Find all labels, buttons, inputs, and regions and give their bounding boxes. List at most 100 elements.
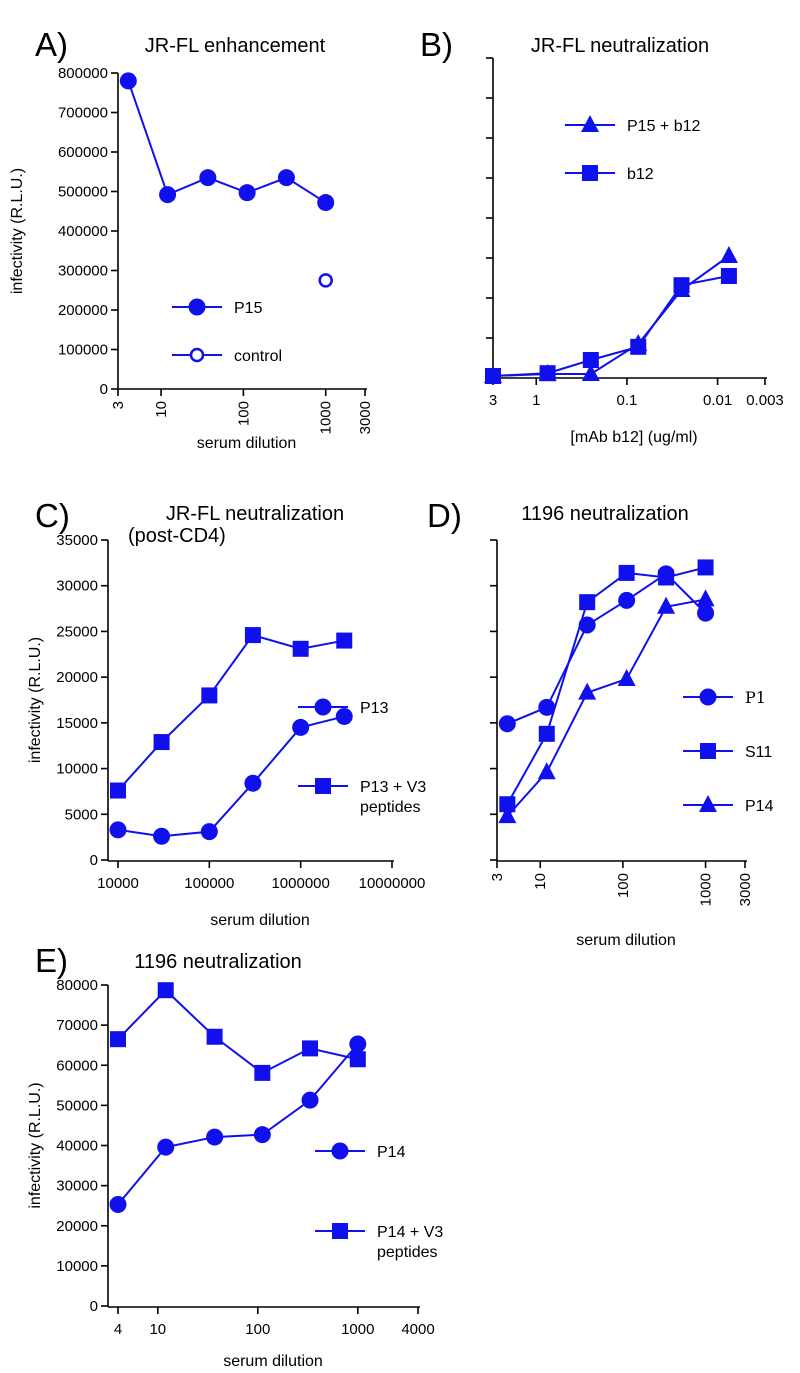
data-point — [238, 184, 256, 202]
data-point — [697, 559, 714, 576]
x-axis-label: serum dilution — [576, 932, 676, 949]
panel-e: E) 1196 neutralization 0 10000 20000 30000 400… — [27, 942, 443, 1370]
legend-label: P14 — [745, 798, 774, 815]
x-tick-label: 3 — [489, 392, 497, 409]
x-axis-label: [mAb b12] (ug/ml) — [570, 429, 697, 446]
data-point — [498, 715, 516, 733]
y-axis-label: infectivity (R.L.U.) — [27, 637, 44, 763]
series-line — [492, 255, 730, 377]
series-line — [117, 988, 359, 1075]
legend-marker — [700, 743, 716, 759]
legend-label: control — [234, 348, 282, 365]
data-point — [318, 273, 333, 288]
data-point — [157, 982, 174, 999]
y-tick-label: 50000 — [56, 1097, 98, 1114]
x-tick-label: 10000000 — [359, 875, 426, 892]
legend-marker — [332, 1223, 348, 1239]
data-point — [244, 627, 261, 644]
data-point — [302, 1040, 319, 1057]
series-line — [117, 633, 345, 792]
x-tick-label: 10 — [149, 1321, 166, 1338]
x-tick-label: 10 — [532, 873, 549, 890]
x-axis-label: serum dilution — [223, 1353, 323, 1370]
data-point — [499, 796, 516, 813]
data-point — [244, 774, 262, 792]
x-tick-label: 1000 — [318, 401, 335, 434]
data-point — [200, 823, 218, 841]
legend-label: P15 — [234, 300, 263, 317]
y-tick-label: 35000 — [56, 532, 98, 549]
data-point — [157, 1138, 175, 1156]
legend-label: b12 — [627, 166, 654, 183]
data-point — [630, 338, 647, 355]
data-point — [581, 364, 600, 381]
data-point — [254, 1064, 271, 1081]
x-tick-label: 1000 — [341, 1321, 374, 1338]
legend-marker — [699, 688, 717, 706]
y-tick-label: 30000 — [56, 1178, 98, 1195]
panel-letter: E) — [35, 942, 68, 979]
y-axis-label: infectivity (R.L.U.) — [27, 1082, 44, 1208]
y-tick-label: 800000 — [58, 65, 108, 82]
x-tick-label: 3000 — [737, 873, 754, 906]
y-tick-label: 0 — [100, 381, 108, 398]
data-point — [617, 668, 636, 686]
y-tick-label: 80000 — [56, 977, 98, 994]
data-point — [109, 821, 127, 839]
data-point — [579, 594, 596, 611]
data-point — [301, 1091, 319, 1109]
data-point — [292, 718, 310, 736]
data-point — [109, 1195, 127, 1213]
data-point — [201, 687, 218, 704]
panel-letter: B) — [420, 26, 453, 63]
data-point — [539, 365, 556, 382]
y-tick-label: 10000 — [56, 761, 98, 778]
chart-title: 1196 neutralization — [134, 951, 302, 973]
chart-title: JR-FL neutralization — [531, 35, 709, 57]
data-point — [206, 1028, 223, 1045]
legend-marker — [581, 115, 599, 132]
x-tick-label: 10000 — [97, 875, 139, 892]
y-tick-label: 70000 — [56, 1017, 98, 1034]
y-tick-label: 15000 — [56, 715, 98, 732]
y-tick-label: 20000 — [56, 669, 98, 686]
x-tick-label: 0.1 — [616, 392, 637, 409]
y-tick-label: 5000 — [65, 806, 98, 823]
data-point — [582, 352, 599, 368]
panel-letter: D) — [427, 497, 462, 534]
data-point — [658, 569, 675, 586]
data-point — [538, 725, 555, 742]
panel-d: D) 1196 neutralization 3 10 100 1000 3000 serum… — [427, 497, 774, 949]
legend-marker — [582, 165, 598, 181]
series-line — [506, 572, 707, 725]
y-tick-label: 200000 — [58, 302, 108, 319]
x-tick-label: 3000 — [357, 401, 374, 434]
y-tick-label: 600000 — [58, 144, 108, 161]
legend-label: P15 + b12 — [627, 118, 701, 135]
legend-label: P14 + V3 — [377, 1224, 443, 1241]
data-point — [317, 194, 335, 212]
data-point — [110, 1031, 126, 1048]
data-point — [199, 169, 217, 187]
y-tick-label: 30000 — [56, 578, 98, 595]
data-point — [538, 698, 556, 716]
y-axis-label: infectivity (R.L.U.) — [9, 168, 26, 294]
legend-marker — [331, 1142, 349, 1160]
data-point — [537, 762, 556, 780]
legend-marker — [699, 795, 717, 812]
data-point — [578, 682, 597, 700]
x-axis-label: serum dilution — [210, 912, 310, 929]
series-line — [506, 598, 706, 817]
y-tick-label: 10000 — [56, 1258, 98, 1275]
y-tick-label: 20000 — [56, 1218, 98, 1235]
y-tick-label: 0 — [90, 1298, 98, 1315]
x-tick-label: 100 — [235, 401, 252, 426]
panel-letter: A) — [35, 26, 68, 63]
series-line — [117, 715, 345, 838]
legend-label: peptides — [360, 799, 421, 816]
legend-label: peptides — [377, 1244, 438, 1261]
legend-label: P14 — [377, 1144, 406, 1161]
data-point — [119, 72, 137, 90]
y-tick-label: 25000 — [56, 623, 98, 640]
legend-marker — [314, 698, 332, 716]
